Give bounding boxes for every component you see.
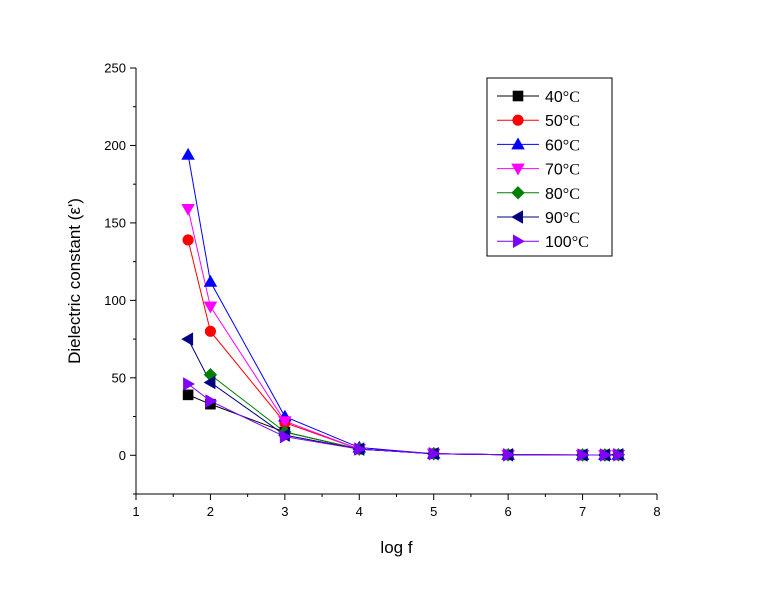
series-line-40 bbox=[187, 394, 619, 456]
x-tick-label: 8 bbox=[653, 504, 660, 519]
x-tick-label: 4 bbox=[356, 504, 363, 519]
series-markers-100 bbox=[183, 377, 626, 462]
x-tick-label: 7 bbox=[579, 504, 586, 519]
legend-label: 40°C bbox=[545, 89, 580, 106]
legend-entry: 50°C bbox=[497, 113, 580, 130]
data-point bbox=[503, 448, 515, 462]
data-point bbox=[279, 429, 292, 444]
y-tick-label: 250 bbox=[104, 61, 126, 76]
data-point bbox=[613, 448, 626, 462]
legend-marker bbox=[512, 90, 524, 102]
legend-label: 80°C bbox=[545, 186, 580, 203]
data-point bbox=[203, 301, 218, 314]
y-tick-label: 50 bbox=[112, 370, 126, 385]
legend-marker bbox=[512, 114, 524, 126]
data-point bbox=[182, 234, 194, 246]
legend-marker bbox=[511, 163, 525, 176]
data-point bbox=[205, 394, 218, 408]
data-point bbox=[278, 416, 292, 429]
data-point bbox=[599, 448, 612, 462]
x-tick-label: 1 bbox=[132, 504, 139, 519]
legend-label: 60°C bbox=[545, 137, 580, 154]
legend: 40°C 50°C 60°C 70°C 80°C 90°C 100°C bbox=[486, 77, 613, 257]
data-point bbox=[181, 332, 194, 346]
data-point bbox=[428, 446, 441, 461]
legend-marker bbox=[511, 186, 525, 200]
legend-entry: 60°C bbox=[497, 137, 580, 154]
legend-entry: 100°C bbox=[497, 234, 589, 251]
x-tick-label: 2 bbox=[207, 504, 214, 519]
series-markers-90 bbox=[181, 332, 624, 462]
legend-marker bbox=[511, 137, 525, 150]
legend-entry: 80°C bbox=[497, 186, 580, 203]
legend-entry: 90°C bbox=[497, 210, 580, 227]
data-point bbox=[183, 377, 195, 391]
x-axis-title: log f bbox=[380, 538, 412, 557]
y-axis-title: Dielectric constant (ε') bbox=[65, 198, 84, 364]
legend-label: 50°C bbox=[545, 113, 580, 130]
y-tick-label: 0 bbox=[119, 448, 126, 463]
data-point bbox=[203, 274, 218, 287]
legend-label: 100°C bbox=[545, 234, 589, 251]
series-markers-40 bbox=[182, 389, 624, 461]
data-point bbox=[354, 442, 367, 456]
x-tick-label: 5 bbox=[430, 504, 437, 519]
series-markers-50 bbox=[182, 234, 624, 461]
data-point bbox=[203, 375, 216, 390]
series-line-50 bbox=[187, 239, 619, 456]
data-point bbox=[181, 203, 195, 216]
legend-box bbox=[486, 77, 613, 257]
legend-entry: 40°C bbox=[497, 89, 580, 106]
y-tick-label: 150 bbox=[104, 215, 126, 230]
data-point bbox=[181, 147, 195, 160]
data-point bbox=[204, 325, 216, 337]
legend-entry: 70°C bbox=[497, 162, 580, 179]
x-tick-label: 6 bbox=[505, 504, 512, 519]
axes: 1 2 3 4 5 6 7 8 0 50 100 150 200 250 bbox=[104, 61, 660, 520]
legend-label: 90°C bbox=[545, 210, 580, 227]
legend-label: 70°C bbox=[545, 162, 580, 179]
legend-marker bbox=[513, 234, 525, 248]
legend-marker bbox=[511, 210, 523, 224]
series-line-90 bbox=[187, 338, 619, 456]
series-markers-80 bbox=[203, 368, 625, 462]
data-point bbox=[577, 448, 590, 462]
series-markers bbox=[181, 147, 626, 462]
y-tick-label: 200 bbox=[104, 138, 126, 153]
y-tick-label: 100 bbox=[104, 293, 126, 308]
x-tick-label: 3 bbox=[281, 504, 288, 519]
series-line-80 bbox=[210, 374, 619, 456]
data-point bbox=[182, 389, 194, 401]
